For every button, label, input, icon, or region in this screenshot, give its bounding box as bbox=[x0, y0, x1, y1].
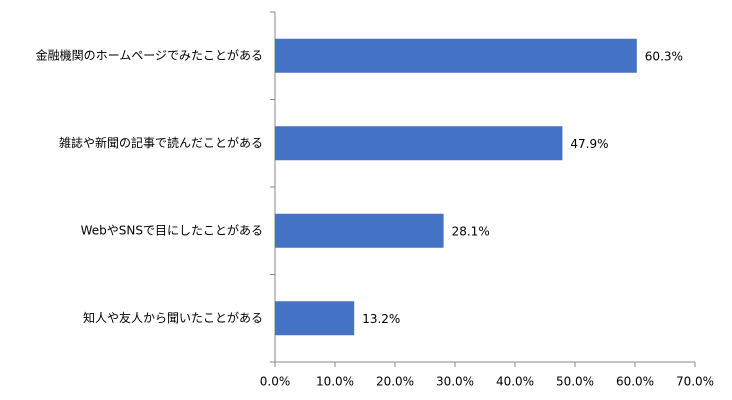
bar bbox=[275, 38, 637, 73]
x-tick-label: 30.0% bbox=[436, 375, 474, 389]
value-label: 28.1% bbox=[452, 224, 490, 238]
x-tick-label: 50.0% bbox=[556, 375, 594, 389]
x-tick-label: 60.0% bbox=[616, 375, 654, 389]
x-tick-label: 40.0% bbox=[496, 375, 534, 389]
x-tick-label: 70.0% bbox=[676, 375, 714, 389]
x-tick-label: 0.0% bbox=[260, 375, 291, 389]
bar bbox=[275, 213, 444, 248]
value-label: 13.2% bbox=[362, 312, 400, 326]
value-label: 47.9% bbox=[570, 137, 608, 151]
bar bbox=[275, 301, 355, 336]
x-tick-label: 20.0% bbox=[376, 375, 414, 389]
y-tick-label: 雑誌や新聞の記事で読んだことがある bbox=[59, 135, 263, 150]
value-label: 60.3% bbox=[645, 49, 683, 63]
y-tick-label: 金融機関のホームページでみたことがある bbox=[36, 47, 263, 62]
y-tick-label: WebやSNSで目にしたことがある bbox=[81, 222, 263, 237]
y-tick-label: 知人や友人から聞いたことがある bbox=[83, 310, 263, 325]
bar bbox=[275, 126, 563, 161]
x-tick-label: 10.0% bbox=[316, 375, 354, 389]
